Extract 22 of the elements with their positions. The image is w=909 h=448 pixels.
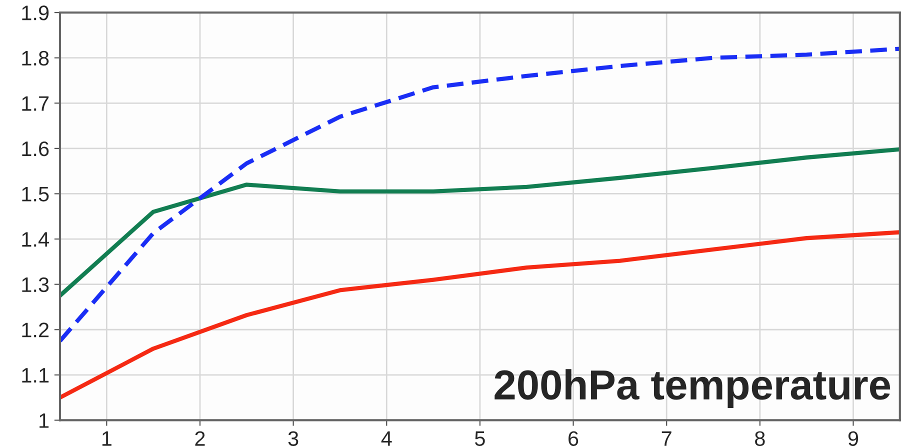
annotation: 200hPa temperature bbox=[494, 369, 890, 408]
x-tick-label: 7 bbox=[662, 431, 672, 446]
y-tick-label: 1.5 bbox=[22, 186, 49, 202]
y-tick-label: 1.4 bbox=[22, 232, 49, 247]
x-tick-label: 3 bbox=[288, 431, 298, 446]
y-tick-label: 1.8 bbox=[22, 50, 49, 66]
x-tick-label: 9 bbox=[848, 431, 858, 446]
x-tick-label: 2 bbox=[195, 431, 205, 446]
y-tick-label: 1.1 bbox=[22, 368, 49, 382]
y-tick-label: 1.2 bbox=[22, 322, 49, 338]
x-tick-label: 1 bbox=[102, 431, 112, 446]
y-tick-label: 1.6 bbox=[22, 141, 49, 156]
x-tick-label: 8 bbox=[755, 431, 765, 446]
line-series bbox=[60, 46, 900, 344]
y-tick-label: 1.7 bbox=[22, 96, 49, 111]
x-tick-label: 4 bbox=[381, 431, 392, 446]
line-series bbox=[60, 147, 900, 298]
y-tick-label: 1 bbox=[40, 413, 49, 428]
y-tick-label: 1.9 bbox=[22, 6, 49, 20]
x-tick-label: 5 bbox=[474, 431, 485, 446]
x-tick-label: 6 bbox=[568, 431, 578, 446]
y-tick-label: 1.3 bbox=[22, 277, 49, 292]
